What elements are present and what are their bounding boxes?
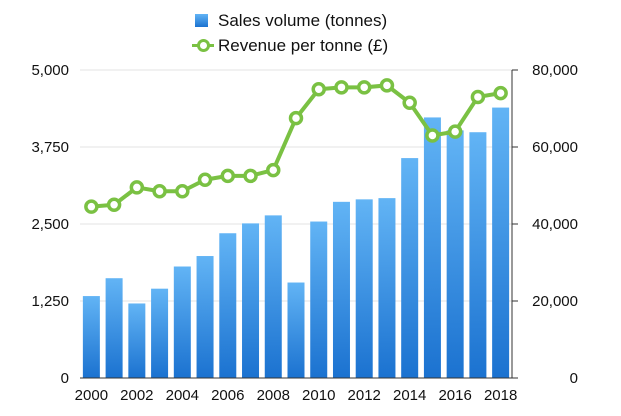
line-point-2014 <box>402 95 417 110</box>
x-tick-label: 2014 <box>393 387 426 404</box>
bar-2014 <box>401 158 419 378</box>
line-point-2005 <box>197 172 213 187</box>
bar-2002 <box>128 303 146 378</box>
axes: 0 0 1,250 20,000 2,500 40,000 3,750 60,000 5,000… <box>31 62 578 404</box>
x-tick-label: 2000 <box>75 387 108 404</box>
bar-2001 <box>105 278 123 378</box>
line-point-2016 <box>447 124 463 139</box>
line-point-2002 <box>129 180 145 195</box>
line-point-2018 <box>493 85 508 101</box>
line-point-2013 <box>379 78 395 93</box>
x-tick-label: 2006 <box>211 387 244 404</box>
line-point-2012 <box>356 80 372 95</box>
line-point-2010 <box>311 82 326 97</box>
bar-series <box>82 107 510 379</box>
line-point-2007 <box>243 168 258 184</box>
legend: Sales volume (tonnes) Revenue per tonne … <box>192 8 388 58</box>
x-tick-label: 2012 <box>348 387 381 404</box>
bar-2010 <box>310 221 328 378</box>
line-point-2017 <box>470 89 486 105</box>
y-left-tick-label: 1,250 <box>31 293 69 310</box>
x-tick-label: 2018 <box>484 387 517 404</box>
line-point-2008 <box>266 162 281 178</box>
line-point-2015 <box>425 128 440 143</box>
legend-label-revenue-per-tonne: Revenue per tonne (£) <box>218 35 389 55</box>
legend-item-sales-volume: Sales volume (tonnes) <box>192 8 388 33</box>
x-tick-label: 2016 <box>438 387 471 404</box>
line-point-2011 <box>334 80 349 95</box>
y-left-tick-label: 0 <box>61 370 69 387</box>
line-point-2000 <box>84 199 99 214</box>
bar-2004 <box>173 266 191 378</box>
bar-2008 <box>264 215 282 378</box>
bar-2007 <box>242 223 260 378</box>
legend-swatch-line <box>192 39 214 52</box>
bar-2017 <box>469 132 487 378</box>
y-right-tick-label: 0 <box>570 370 578 387</box>
bar-2016 <box>446 130 464 378</box>
legend-swatch-bar <box>195 14 208 27</box>
y-right-tick-label: 40,000 <box>532 216 578 233</box>
x-tick-label: 2010 <box>302 387 335 404</box>
bar-2003 <box>151 288 169 378</box>
line-point-2009 <box>288 110 304 126</box>
legend-label-sales-volume: Sales volume (tonnes) <box>218 10 388 30</box>
line-series <box>84 78 508 214</box>
bar-2009 <box>287 282 305 378</box>
legend-item-revenue-per-tonne: Revenue per tonne (£) <box>192 33 388 58</box>
bar-2012 <box>355 199 373 378</box>
line-point-2001 <box>106 197 122 212</box>
y-left-tick-label: 2,500 <box>31 216 69 233</box>
bar-2000 <box>82 296 100 378</box>
y-right-tick-label: 80,000 <box>532 62 578 79</box>
bar-2018 <box>492 107 510 379</box>
y-left-tick-label: 3,750 <box>31 139 69 156</box>
line-point-2004 <box>175 184 190 199</box>
line-point-2006 <box>220 168 236 184</box>
x-tick-label: 2002 <box>120 387 153 404</box>
y-left-tick-label: 5,000 <box>31 62 69 79</box>
bar-2006 <box>219 233 237 378</box>
bar-2013 <box>378 198 396 378</box>
bar-2015 <box>423 117 441 378</box>
bar-2005 <box>196 256 214 378</box>
y-right-tick-label: 20,000 <box>532 293 578 310</box>
x-tick-label: 2008 <box>257 387 290 404</box>
x-tick-label: 2004 <box>166 387 199 404</box>
bar-2011 <box>332 201 350 378</box>
y-right-tick-label: 60,000 <box>532 139 578 156</box>
line-point-2003 <box>152 184 167 199</box>
